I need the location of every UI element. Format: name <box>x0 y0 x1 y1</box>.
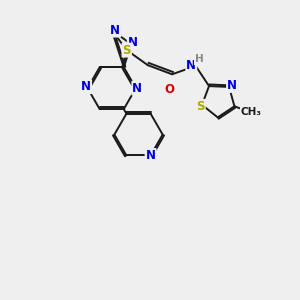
Text: N: N <box>186 59 196 73</box>
Text: H: H <box>195 55 204 64</box>
Text: O: O <box>165 82 175 95</box>
Text: N: N <box>146 149 156 162</box>
Text: CH₃: CH₃ <box>241 107 262 118</box>
Text: N: N <box>227 79 237 92</box>
Text: N: N <box>132 82 142 95</box>
Text: S: S <box>196 100 205 113</box>
Text: N: N <box>128 36 138 49</box>
Text: N: N <box>81 80 91 93</box>
Text: S: S <box>122 44 131 57</box>
Text: N: N <box>110 24 120 37</box>
